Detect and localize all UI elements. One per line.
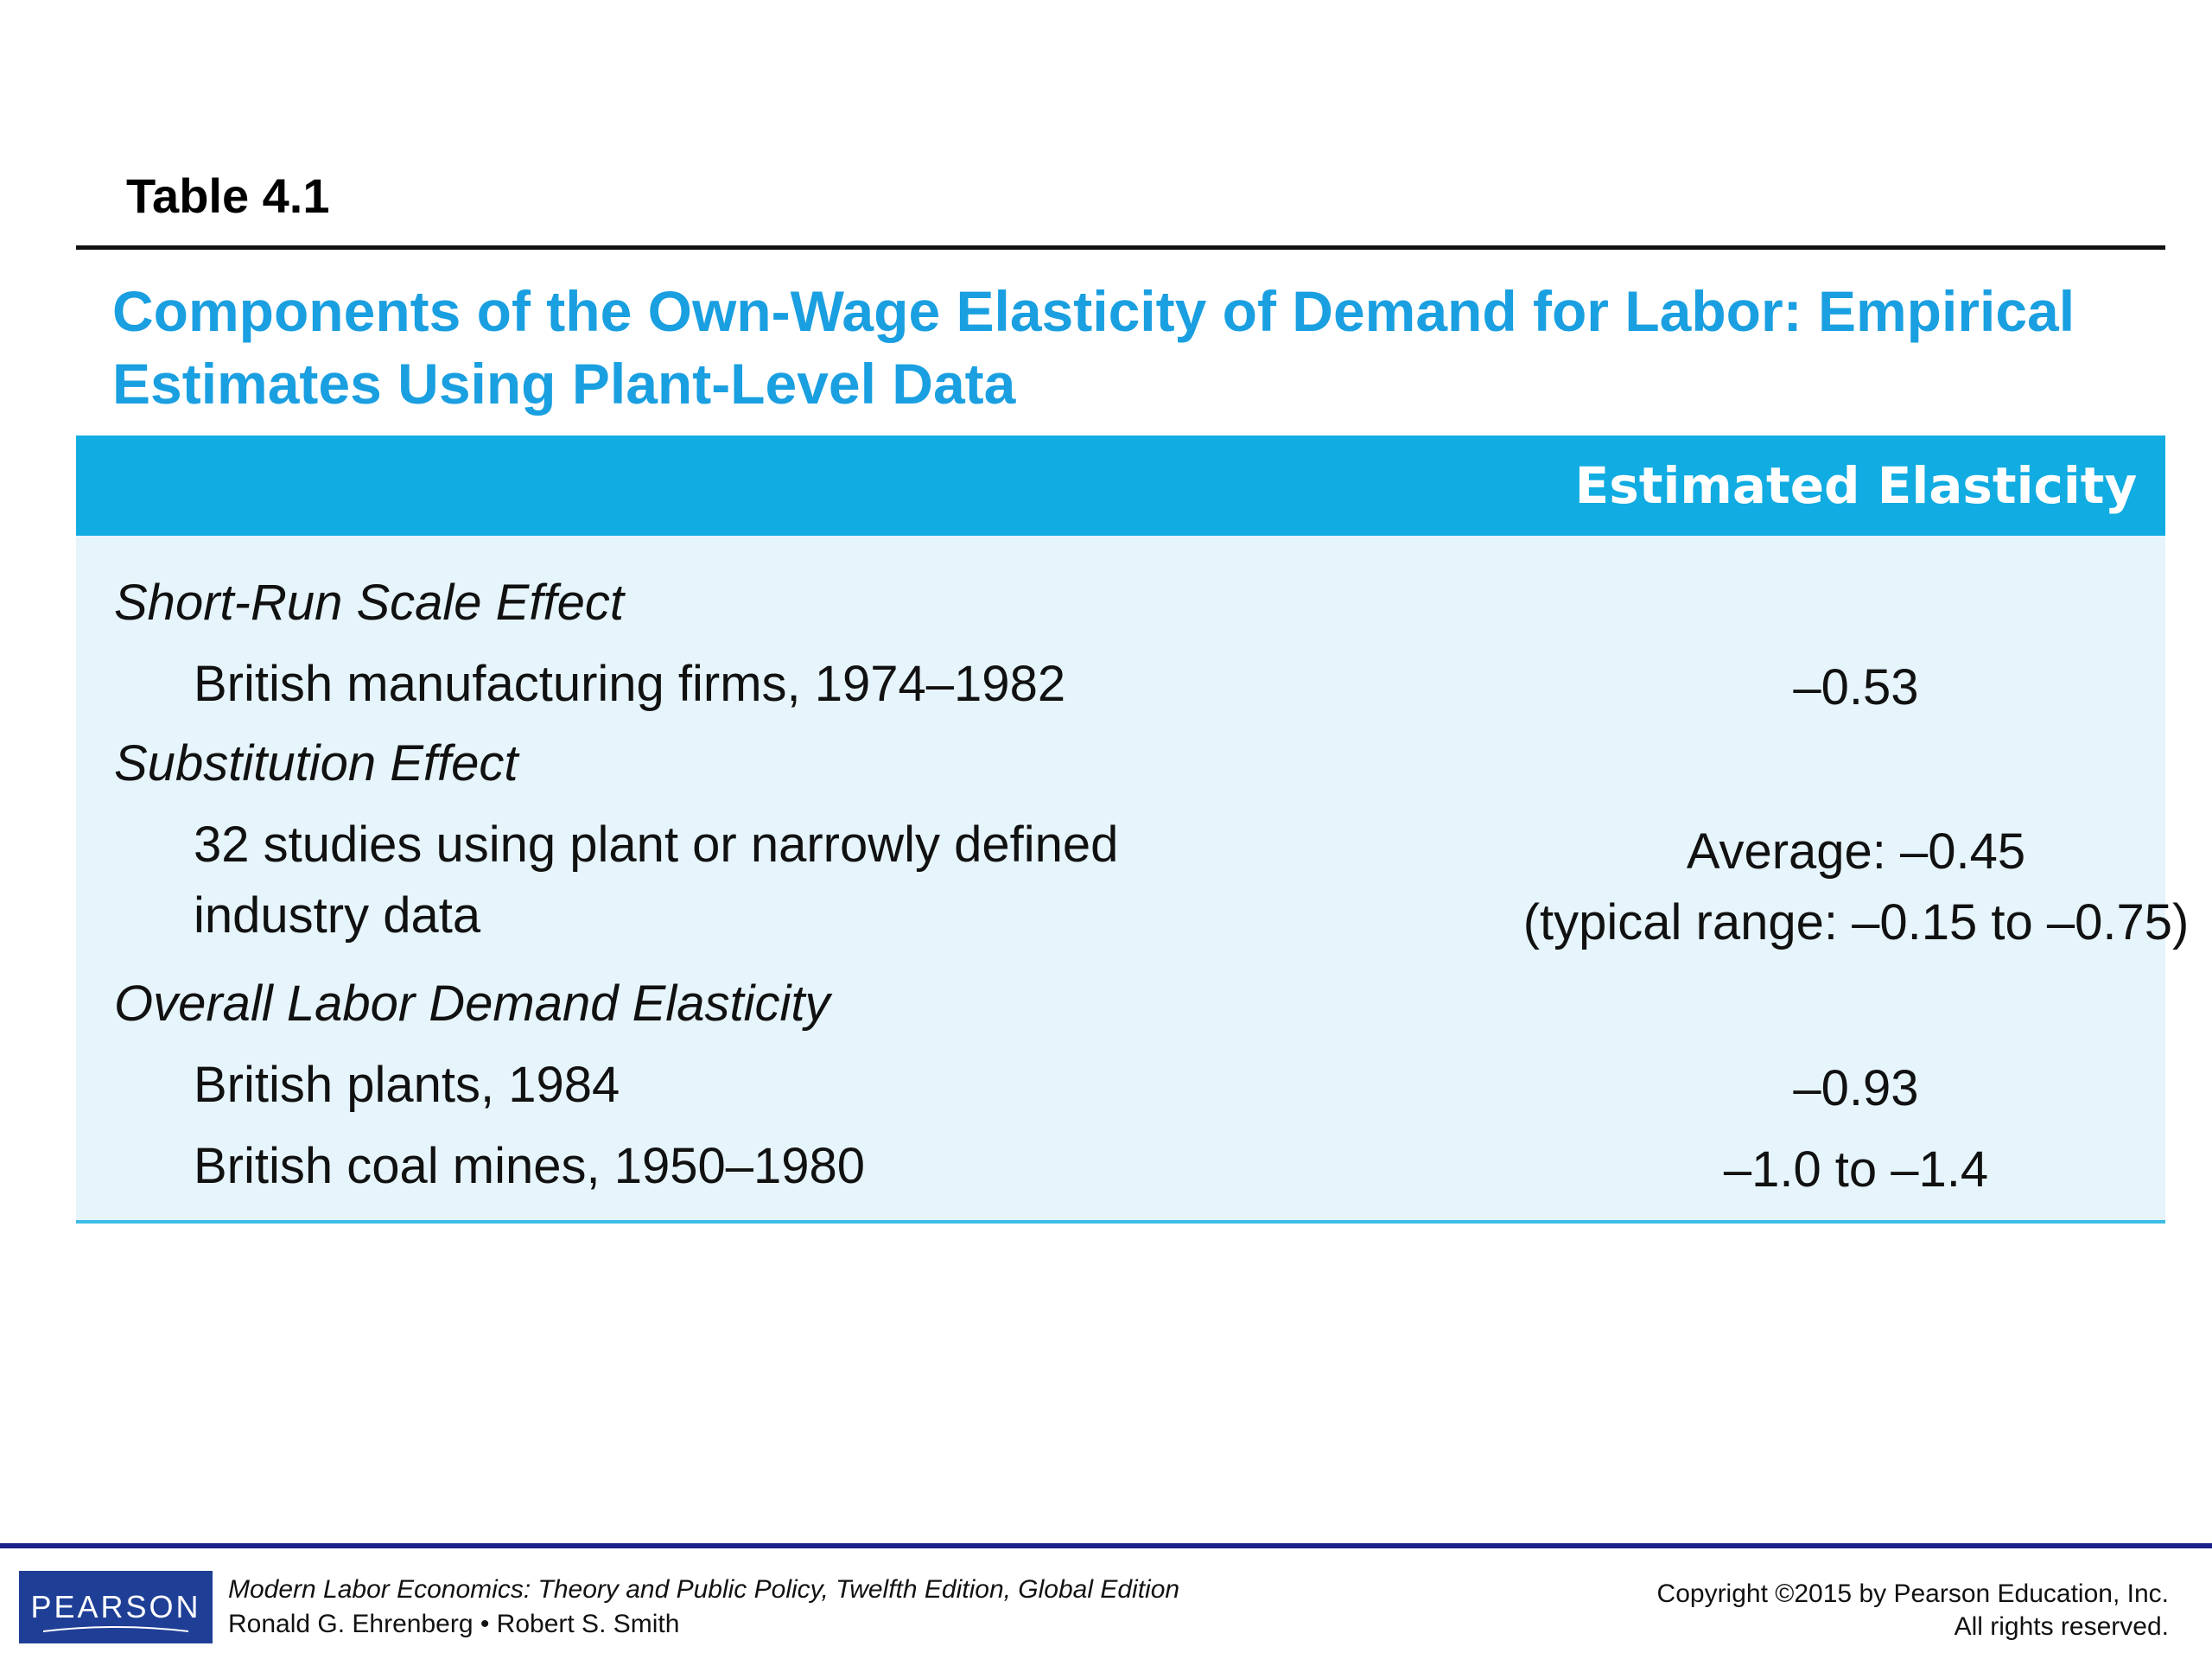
copyright-text: Copyright ©2015 by Pearson Education, In… [1656, 1580, 2169, 1608]
row-value-line-2: (typical range: –0.15 to –0.75) [1522, 894, 2190, 950]
footer-copyright: Copyright ©2015 by Pearson Education, In… [1657, 1578, 2169, 1643]
table-header-band: Estimated Elasticity [76, 435, 2165, 536]
top-rule [76, 245, 2165, 250]
row-value: –1.0 to –1.4 [1723, 1141, 1989, 1198]
row-label-line-1: 32 studies using plant or narrowly defin… [194, 817, 1119, 873]
row-label: British coal mines, 1950–1980 [194, 1138, 866, 1194]
logo-text: PEARSON [30, 1589, 201, 1624]
row-value-line-1: Average: –0.45 [1686, 823, 2026, 880]
footer-rule [0, 1543, 2212, 1548]
table-body: Short-Run Scale Effect British manufactu… [76, 536, 2189, 1224]
footer-authors: Ronald G. Ehrenberg • Robert S. Smith [228, 1610, 680, 1638]
row-value: –0.93 [1793, 1060, 1919, 1116]
rights-text: All rights reserved. [1954, 1612, 2169, 1641]
table-label: Table 4.1 [126, 168, 330, 223]
table-title-line-2: Estimates Using Plant-Level Data [112, 352, 1016, 416]
footer-citation: Modern Labor Economics: Theory and Publi… [228, 1573, 1179, 1642]
row-label: British manufacturing firms, 1974–1982 [194, 656, 1066, 712]
section-heading: Overall Labor Demand Elasticity [114, 976, 830, 1032]
row-label: British plants, 1984 [194, 1057, 620, 1113]
logo-swoosh-icon [43, 1626, 188, 1632]
column-header-estimated-elasticity: Estimated Elasticity [1574, 456, 2138, 515]
pearson-logo: PEARSON [19, 1571, 213, 1643]
table-title-line-1: Components of the Own-Wage Elasticity of… [112, 279, 2075, 343]
section-heading: Substitution Effect [114, 735, 518, 791]
row-value: –0.53 [1793, 659, 1919, 715]
row-label-line-2: industry data [194, 887, 481, 944]
table-title: Components of the Own-Wage Elasticity of… [112, 275, 2169, 420]
section-heading: Short-Run Scale Effect [114, 575, 624, 631]
footer-book-title: Modern Labor Economics: Theory and Publi… [228, 1575, 1180, 1604]
